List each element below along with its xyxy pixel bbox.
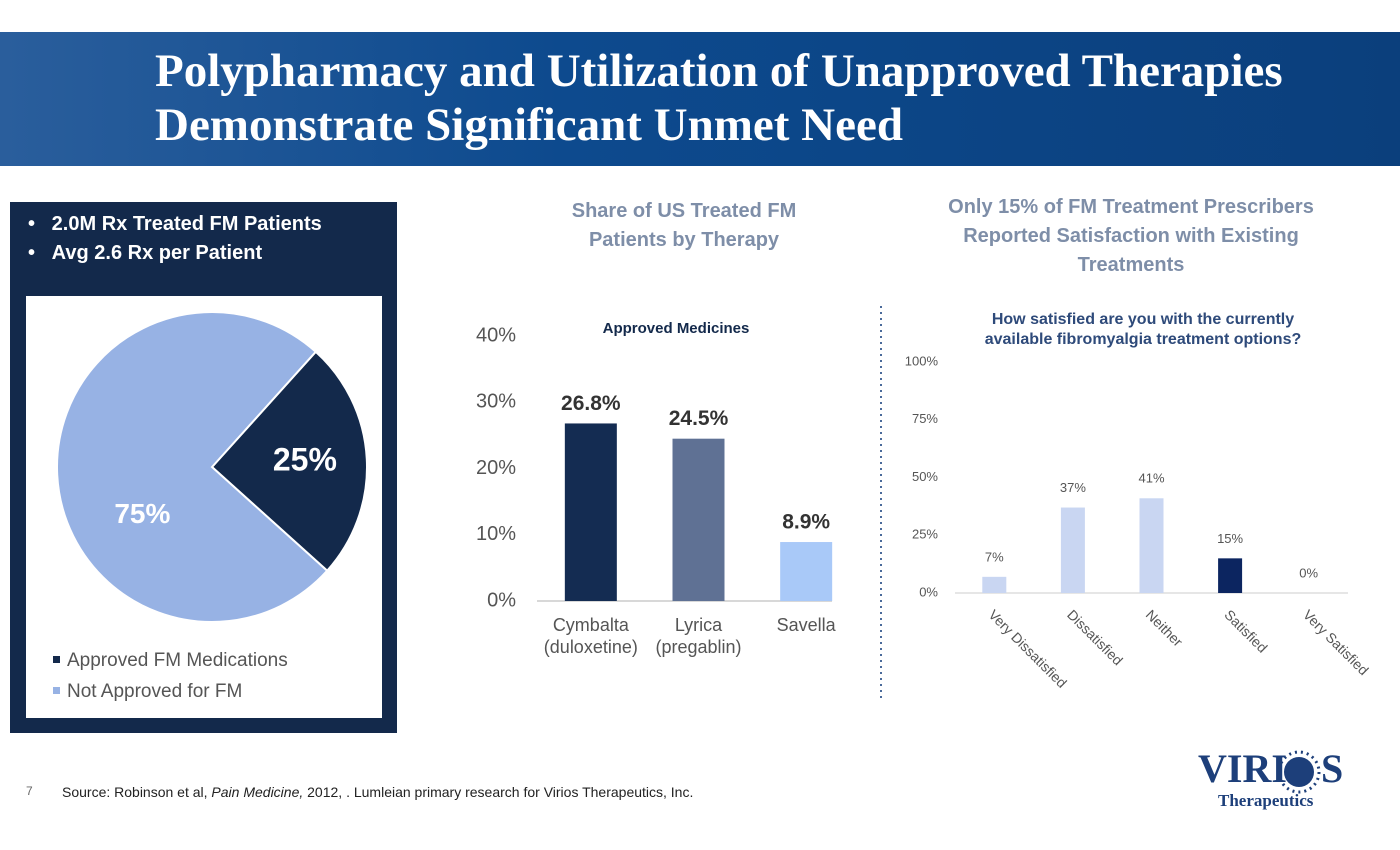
legend-label: Approved FM Medications [67,650,288,671]
pie-slice [210,350,368,573]
legend-swatch [53,687,60,694]
bar [982,576,1007,593]
annotation: Approved Medicines [603,320,750,337]
y-tick-label: 75% [912,411,938,426]
y-tick-label: 100% [905,353,939,368]
x-tick-label: Lyrica (pregablin) [655,615,742,657]
value-label: 41% [1138,471,1164,486]
slide-title: Polypharmacy and Utilization of Unapprov… [155,45,1283,151]
chart-title: Share of US Treated FM Patients by Thera… [571,200,797,251]
y-tick-label: 30% [476,391,516,413]
x-tick-label: Savella [776,615,836,635]
logo-icon [1284,757,1314,787]
source-part: Pain Medicine, [211,784,303,800]
bullet: • 2.0M Rx Treated FM Patients [28,213,322,235]
bullet: • Avg 2.6 Rx per Patient [28,242,263,264]
x-tick-label: Very Satisfied [1300,606,1372,678]
value-label: 26.8% [561,392,621,415]
x-tick-label: Dissatisfied [1064,606,1126,668]
value-label: 15% [1217,531,1243,546]
y-tick-label: 0% [919,584,938,599]
y-tick-label: 50% [912,469,938,484]
chart-title: Only 15% of FM Treatment Prescribers Rep… [948,196,1314,276]
legend-swatch [53,656,60,663]
logo-subtitle: Therapeutics [1218,791,1314,810]
header-band [0,32,1400,166]
bar [780,542,833,601]
value-label: 37% [1060,480,1086,495]
y-tick-label: 25% [912,527,938,542]
x-tick-label: Cymbalta (duloxetine) [543,615,638,657]
bar [564,423,617,601]
value-label: 7% [985,549,1004,564]
value-label: 8.9% [782,511,830,534]
pie-label: 25% [273,442,337,478]
source: Source: Robinson et al, Pain Medicine, 2… [62,784,693,800]
source-part: Source: Robinson et al, [62,784,211,800]
logo-name: VIRI [1198,746,1287,791]
y-tick-label: 20% [476,457,516,479]
y-tick-label: 0% [487,589,516,611]
bar [1139,498,1164,593]
y-tick-label: 10% [476,523,516,545]
x-tick-label: Very Dissatisfied [986,606,1070,690]
x-tick-label: Neither [1143,606,1186,649]
y-tick-label: 40% [476,324,516,346]
x-tick-label: Satisfied [1221,606,1270,655]
page-number: 7 [26,784,33,798]
pie-label: 75% [114,498,170,529]
logo-name-end: S [1321,746,1343,791]
bar [1060,507,1085,593]
chart-subtitle: How satisfied are you with the currently… [984,311,1302,348]
bar [672,438,725,601]
legend-label: Not Approved for FM [67,681,242,702]
value-label: 24.5% [669,407,729,430]
bar [1218,558,1243,593]
bullet-text: Avg 2.6 Rx per Patient [51,242,263,264]
source-part: 2012, . Lumleian primary research for Vi… [303,784,693,800]
logo-icon-spikes [1277,750,1321,794]
value-label: 0% [1299,565,1318,580]
pie-slice [56,311,329,623]
bullet-text: 2.0M Rx Treated FM Patients [51,213,322,235]
